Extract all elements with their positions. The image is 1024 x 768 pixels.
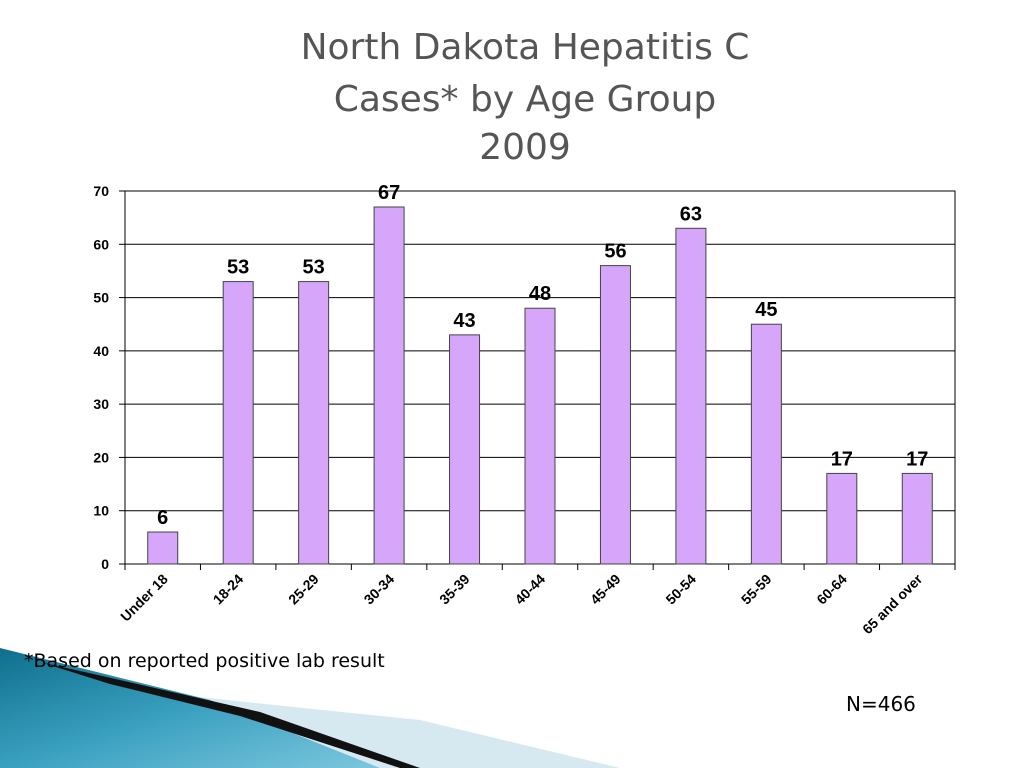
- y-tick-label: 10: [93, 503, 109, 519]
- data-label: 67: [378, 182, 400, 204]
- bar: [675, 227, 707, 565]
- data-label: 17: [831, 448, 853, 470]
- y-tick-label: 0: [101, 556, 109, 572]
- footnote: *Based on reported positive lab result: [24, 650, 385, 672]
- data-label: 53: [303, 257, 325, 279]
- data-label: 53: [227, 257, 249, 279]
- data-label: 17: [906, 448, 928, 470]
- y-tick-label: 70: [93, 183, 109, 199]
- data-label: 43: [453, 310, 475, 332]
- data-label: 56: [604, 241, 626, 263]
- bar: [222, 281, 254, 565]
- bar: [826, 472, 858, 565]
- data-label: 45: [755, 299, 777, 321]
- bar: [449, 334, 481, 565]
- bar: [750, 323, 782, 565]
- chart-title-line-1: North Dakota Hepatitis C: [300, 27, 750, 68]
- data-label: 63: [680, 203, 702, 225]
- chart-title-line-3: 2009: [479, 127, 571, 168]
- y-tick-label: 30: [93, 396, 109, 412]
- bar: [298, 281, 330, 565]
- swoosh-black-stroke: [40, 662, 420, 768]
- y-tick-label: 20: [93, 449, 109, 465]
- chart-title-line-2: Cases* by Age Group: [333, 79, 717, 120]
- y-tick-label: 40: [93, 343, 109, 359]
- bar: [901, 472, 933, 565]
- sample-size-label: N=466: [846, 692, 916, 716]
- y-tick-label: 60: [93, 236, 109, 252]
- y-tick-label: 50: [93, 290, 109, 306]
- bar: [524, 307, 556, 565]
- data-label: 48: [529, 283, 551, 305]
- bar: [373, 206, 405, 565]
- data-label: 6: [157, 507, 168, 529]
- bar: [147, 531, 179, 565]
- bar: [599, 265, 631, 565]
